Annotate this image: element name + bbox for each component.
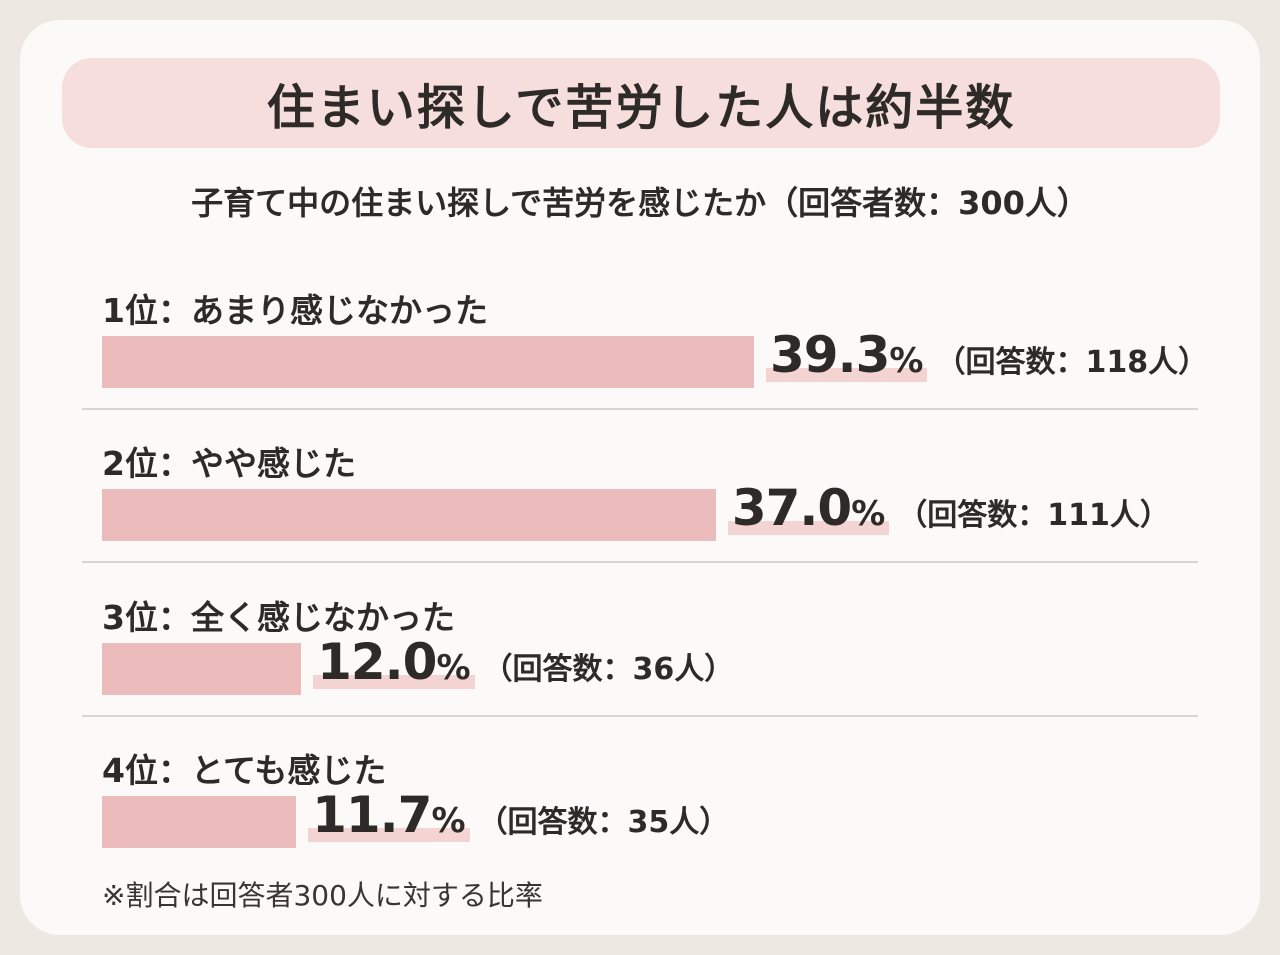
bar	[102, 336, 754, 388]
percent-label: 11.7%	[308, 786, 470, 844]
bar-row: 4位：とても感じた 11.7% （回答数：35人）	[0, 744, 1280, 898]
bar	[102, 796, 297, 848]
percent-value: 11.7	[312, 786, 432, 844]
percent-highlight	[313, 675, 475, 689]
value-label-group: 37.0% （回答数：111人）	[727, 479, 1170, 539]
percent-sign: %	[851, 494, 886, 534]
chart-title: 住まい探しで苦労した人は約半数	[266, 80, 1016, 136]
bar	[102, 643, 302, 695]
bar	[102, 489, 716, 541]
percent-sign: %	[889, 341, 924, 381]
bar-row: 2位：やや感じた 37.0% （回答数：111人）	[0, 437, 1280, 591]
percent-highlight	[308, 828, 470, 842]
percent-highlight	[766, 368, 928, 382]
footnote: ※割合は回答者300人に対する比率	[102, 879, 543, 912]
row-divider	[82, 561, 1198, 563]
percent-label: 37.0%	[727, 479, 890, 537]
chart-card	[20, 20, 1260, 935]
percent-value: 37.0	[731, 479, 852, 537]
value-label-group: 12.0% （回答数：36人）	[313, 633, 734, 693]
percent-value: 12.0	[317, 633, 437, 691]
value-label-group: 11.7% （回答数：35人）	[308, 786, 729, 846]
row-divider	[82, 715, 1198, 717]
count-label: （回答数：118人）	[935, 345, 1209, 380]
count-label: （回答数：35人）	[477, 805, 730, 840]
chart-subtitle: 子育て中の住まい探しで苦労を感じたか（回答者数：300人）	[191, 184, 1089, 222]
category-label: 4位：とても感じた	[102, 751, 387, 790]
percent-sign: %	[436, 648, 471, 688]
bar-row: 3位：全く感じなかった 12.0% （回答数：36人）	[0, 591, 1280, 745]
bar-row: 1位：あまり感じなかった 39.3% （回答数：118人）	[0, 284, 1280, 438]
percent-label: 39.3%	[766, 326, 928, 384]
category-label: 2位：やや感じた	[102, 444, 356, 483]
percent-value: 39.3	[770, 326, 890, 384]
percent-highlight	[727, 521, 890, 535]
category-label: 3位：全く感じなかった	[102, 598, 455, 637]
value-label-group: 39.3% （回答数：118人）	[766, 326, 1208, 386]
category-label: 1位：あまり感じなかった	[102, 291, 488, 330]
count-label: （回答数：111人）	[897, 498, 1170, 533]
percent-label: 12.0%	[313, 633, 475, 691]
count-label: （回答数：36人）	[482, 652, 735, 687]
title-banner: 住まい探しで苦労した人は約半数	[62, 58, 1220, 148]
row-divider	[82, 408, 1198, 410]
percent-sign: %	[431, 801, 466, 841]
